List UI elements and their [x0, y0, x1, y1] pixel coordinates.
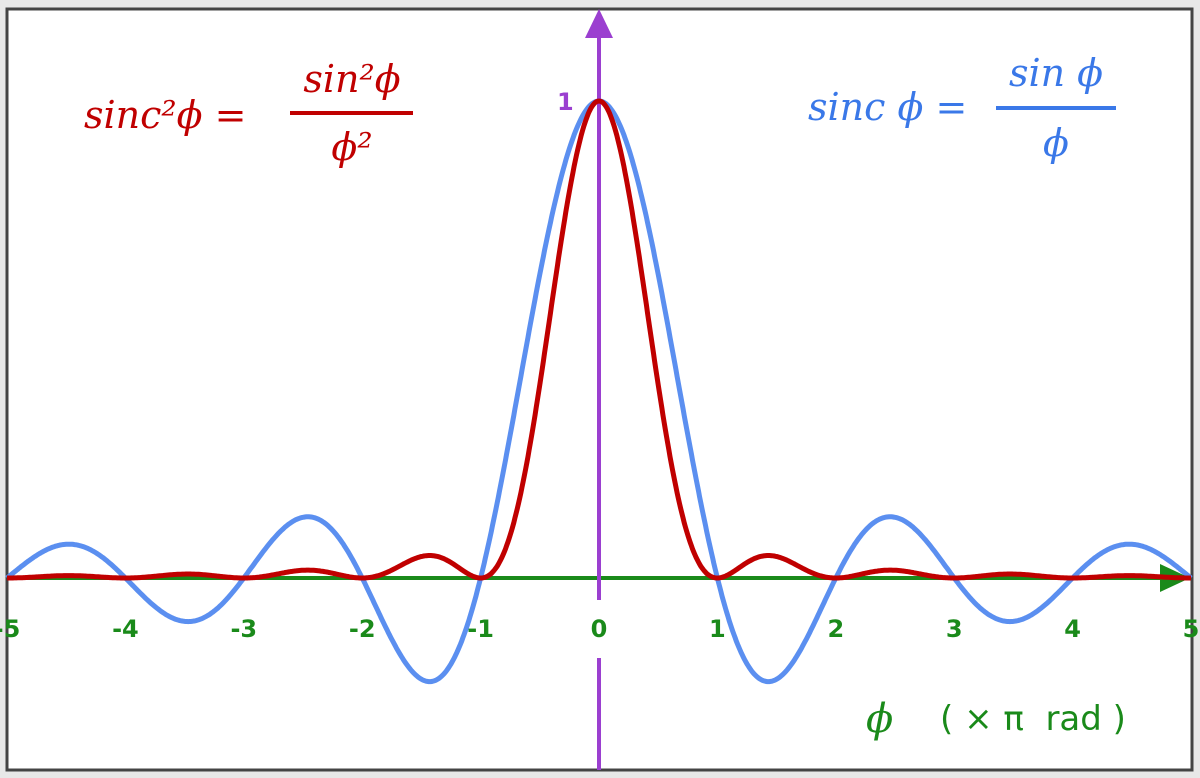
- x-axis-symbol: ϕ: [866, 696, 893, 742]
- x-tick--1: -1: [467, 615, 494, 643]
- sinc-lhs: sinc ϕ =: [808, 85, 967, 129]
- x-tick-1: 1: [709, 615, 726, 643]
- sinc-squared-den: ϕ²: [331, 125, 372, 169]
- sinc-num: sin ϕ: [1009, 51, 1103, 95]
- x-tick--3: -3: [230, 615, 257, 643]
- x-tick--5: -5: [0, 615, 20, 643]
- x-tick-0: 0: [591, 615, 608, 643]
- x-axis-unit: ( × π rad ): [940, 699, 1126, 739]
- sinc-squared-lhs: sinc²ϕ =: [84, 93, 246, 137]
- x-tick--4: -4: [112, 615, 139, 643]
- sinc-den: ϕ: [1043, 121, 1069, 165]
- sinc-squared-curve: [7, 98, 1191, 581]
- x-tick--2: -2: [349, 615, 376, 643]
- x-tick-4: 4: [1064, 615, 1081, 643]
- x-tick-5: 5: [1183, 615, 1200, 643]
- sinc-label: sinc ϕ = sin ϕ ϕ: [808, 51, 1116, 165]
- y-tick-1: 1: [557, 88, 574, 116]
- sinc-squared-num: sin²ϕ: [303, 57, 400, 101]
- y-axis-arrow: [585, 9, 613, 38]
- sinc-squared-label: sinc²ϕ = sin²ϕ ϕ²: [84, 57, 413, 169]
- x-tick-2: 2: [827, 615, 844, 643]
- x-tick-3: 3: [946, 615, 963, 643]
